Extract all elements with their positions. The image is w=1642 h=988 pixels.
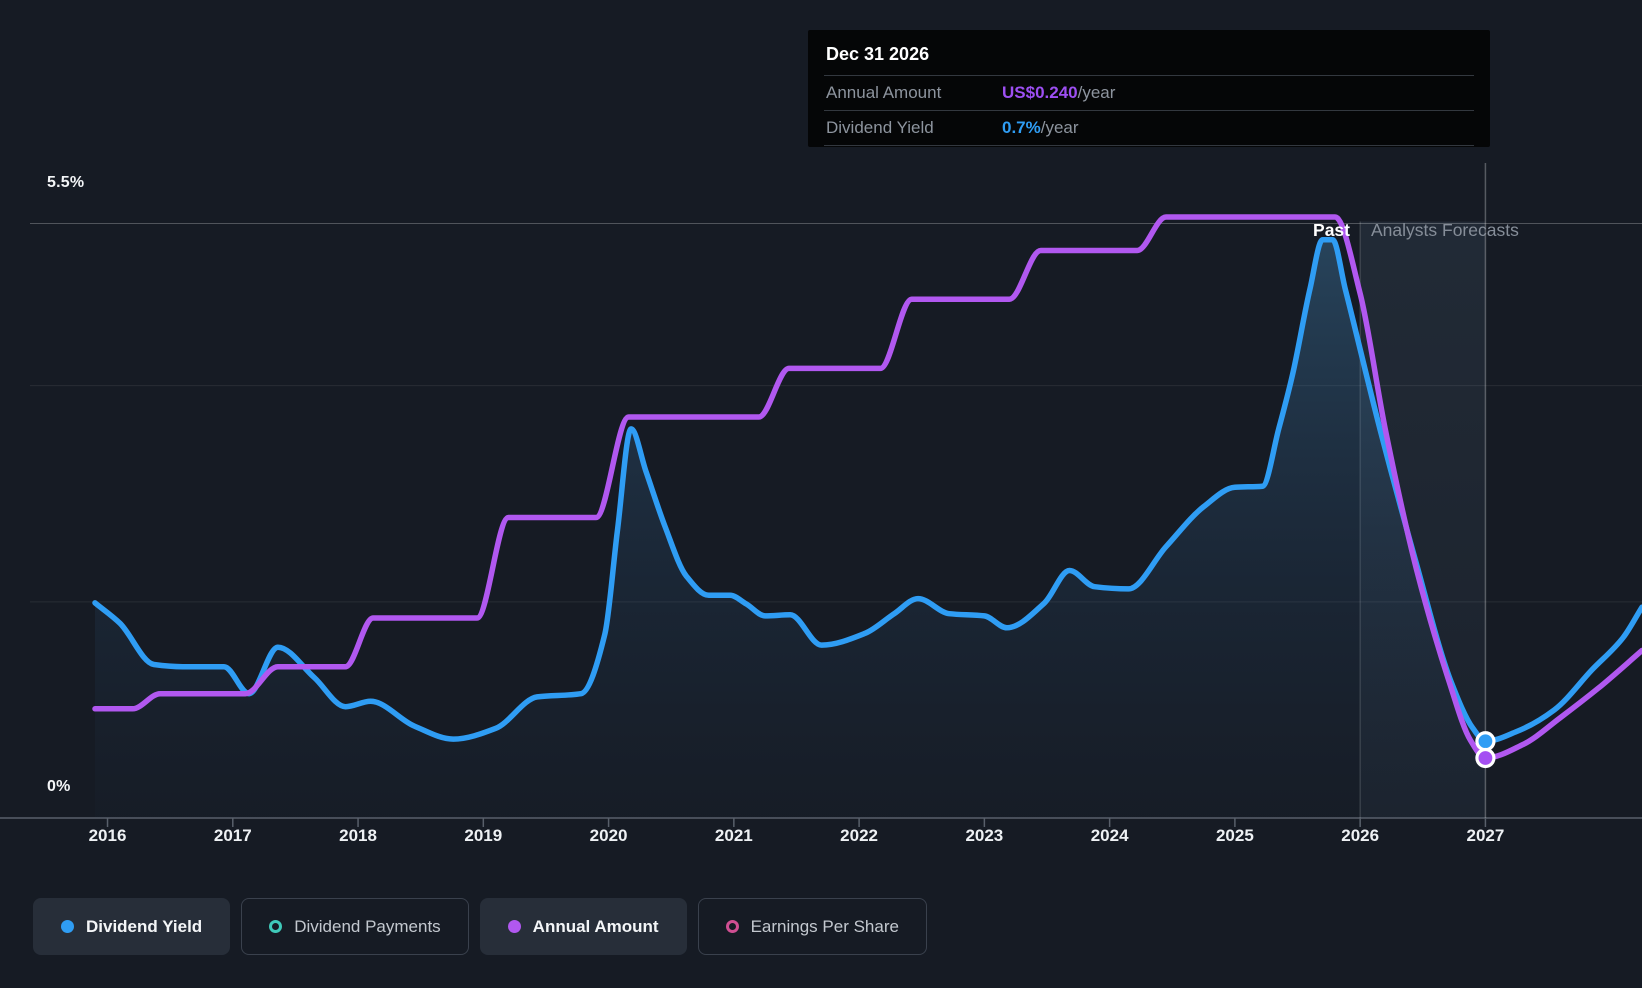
tooltip-row-dividend-yield: Dividend Yield 0.7%/year xyxy=(824,110,1474,146)
x-tick-label: 2022 xyxy=(840,826,879,845)
y-axis-label-zero: 0% xyxy=(47,778,71,795)
legend-item-dividend-yield[interactable]: Dividend Yield xyxy=(33,898,231,955)
legend: Dividend Yield Dividend Payments Annual Am… xyxy=(33,898,927,955)
x-tick-label: 2024 xyxy=(1090,826,1129,845)
legend-item-label: Dividend Yield xyxy=(86,916,203,936)
annual-amount-label: Annual Amount xyxy=(826,83,942,102)
x-tick-label: 2025 xyxy=(1215,826,1254,845)
x-tick-label: 2026 xyxy=(1341,826,1380,845)
dividend-yield-suffix: /year xyxy=(1040,118,1079,137)
tooltip: Dec 31 2026 Annual Amount US$0.240/year … xyxy=(808,30,1490,147)
series-lines xyxy=(92,214,1642,761)
x-tick-label: 2027 xyxy=(1466,826,1505,845)
legend-item-earnings-per-share[interactable]: Earnings Per Share xyxy=(697,898,927,955)
x-tick-label: 2020 xyxy=(589,826,628,845)
earnings-per-share-marker-icon xyxy=(725,920,739,933)
dividend-yield-marker-icon xyxy=(61,920,74,933)
dividend-yield-area-fill xyxy=(95,239,1486,818)
legend-item-label: Annual Amount xyxy=(532,916,659,936)
dividend-payments-marker-icon xyxy=(269,920,283,933)
x-tick-label: 2017 xyxy=(213,826,252,845)
tooltip-date-title: Dec 31 2026 xyxy=(826,44,930,64)
past-label: Past xyxy=(1313,220,1350,240)
x-tick-label: 2018 xyxy=(339,826,377,845)
hover-point-markers xyxy=(1475,731,1496,769)
annual-amount-value: US$0.240 xyxy=(1002,83,1078,102)
annual-amount-marker-icon xyxy=(507,920,521,933)
x-tick-label: 2019 xyxy=(464,826,503,845)
legend-item-dividend-payments[interactable]: Dividend Payments xyxy=(241,898,469,955)
x-tick-label: 2016 xyxy=(88,826,127,845)
legend-item-label: Dividend Payments xyxy=(294,916,441,936)
annual-amount-suffix: /year xyxy=(1077,83,1116,102)
y-axis-label-max: 5.5% xyxy=(47,174,85,191)
dividend-yield-value: 0.7% xyxy=(1002,118,1041,137)
x-tick-label: 2021 xyxy=(714,826,753,845)
analysts-forecasts-label: Analysts Forecasts xyxy=(1371,220,1519,240)
legend-item-label: Earnings Per Share xyxy=(750,916,899,936)
dividend-yield-label: Dividend Yield xyxy=(826,118,934,137)
tooltip-row-annual-amount: Annual Amount US$0.240/year xyxy=(824,75,1474,110)
x-tick-label: 2023 xyxy=(965,826,1004,845)
legend-item-annual-amount[interactable]: Annual Amount xyxy=(479,898,687,955)
